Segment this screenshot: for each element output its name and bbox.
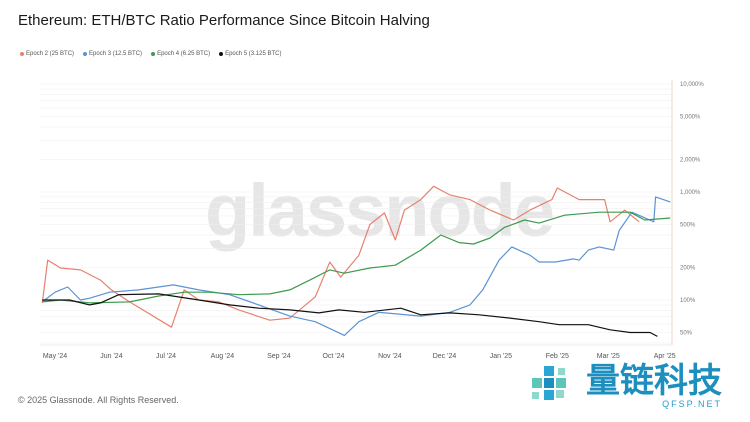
legend-item-epoch-3[interactable]: Epoch 3 (12.5 BTC)	[83, 51, 142, 57]
x-tick-label: Sep '24	[267, 353, 291, 360]
y-tick-label: 500%	[680, 223, 696, 229]
logo-mark-icon	[528, 360, 580, 412]
legend-item-epoch-4[interactable]: Epoch 4 (6.25 BTC)	[151, 51, 210, 57]
copyright-text: © 2025 Glassnode. All Rights Reserved.	[18, 395, 179, 405]
x-tick-label: Nov '24	[378, 353, 402, 360]
legend: Epoch 2 (25 BTC) Epoch 3 (12.5 BTC) Epoc…	[20, 51, 281, 57]
series-line-epoch-2	[41, 185, 640, 328]
y-tick-label: 2,000%	[680, 157, 701, 163]
x-tick-label: Apr '25	[654, 353, 676, 360]
series-line-epoch-5	[42, 293, 658, 337]
legend-swatch	[20, 52, 24, 56]
legend-label: Epoch 4 (6.25 BTC)	[157, 51, 211, 57]
y-tick-label: 50%	[680, 331, 693, 337]
series-line-epoch-4	[42, 211, 671, 304]
legend-item-epoch-5[interactable]: Epoch 5 (3.125 BTC)	[219, 51, 281, 57]
x-tick-label: Oct '24	[322, 353, 344, 360]
y-tick-label: 1,000%	[680, 190, 701, 196]
x-tick-label: Mar '25	[597, 353, 620, 360]
x-tick-label: Jul '24	[156, 353, 176, 360]
y-tick-label: 100%	[680, 298, 696, 304]
x-tick-label: Jun '24	[100, 353, 122, 360]
legend-label: Epoch 3 (12.5 BTC)	[89, 51, 143, 57]
legend-swatch	[151, 52, 156, 56]
chart-title: Ethereum: ETH/BTC Ratio Performance Sinc…	[18, 12, 430, 29]
y-tick-label: 10,000%	[680, 82, 704, 88]
legend-item-epoch-2[interactable]: Epoch 2 (25 BTC)	[20, 51, 74, 57]
logo-text-cn: 量链科技	[586, 362, 722, 400]
x-tick-label: Feb '25	[546, 353, 569, 360]
qfsp-logo: 量链科技 QFSP.NET	[528, 360, 722, 412]
logo-text-en: QFSP.NET	[662, 399, 722, 409]
y-tick-label: 200%	[680, 265, 696, 271]
y-tick-label: 5,000%	[680, 115, 701, 121]
series-line-epoch-3	[41, 196, 671, 336]
legend-label: Epoch 2 (25 BTC)	[26, 51, 75, 57]
x-tick-label: Aug '24	[211, 353, 235, 360]
x-tick-label: Dec '24	[433, 353, 457, 360]
x-tick-label: Jan '25	[490, 353, 512, 360]
legend-swatch	[219, 52, 224, 56]
legend-swatch	[83, 52, 88, 56]
legend-label: Epoch 5 (3.125 BTC)	[225, 51, 282, 57]
glassnode-watermark: glassnode	[205, 169, 555, 252]
x-tick-label: May '24	[43, 353, 67, 360]
